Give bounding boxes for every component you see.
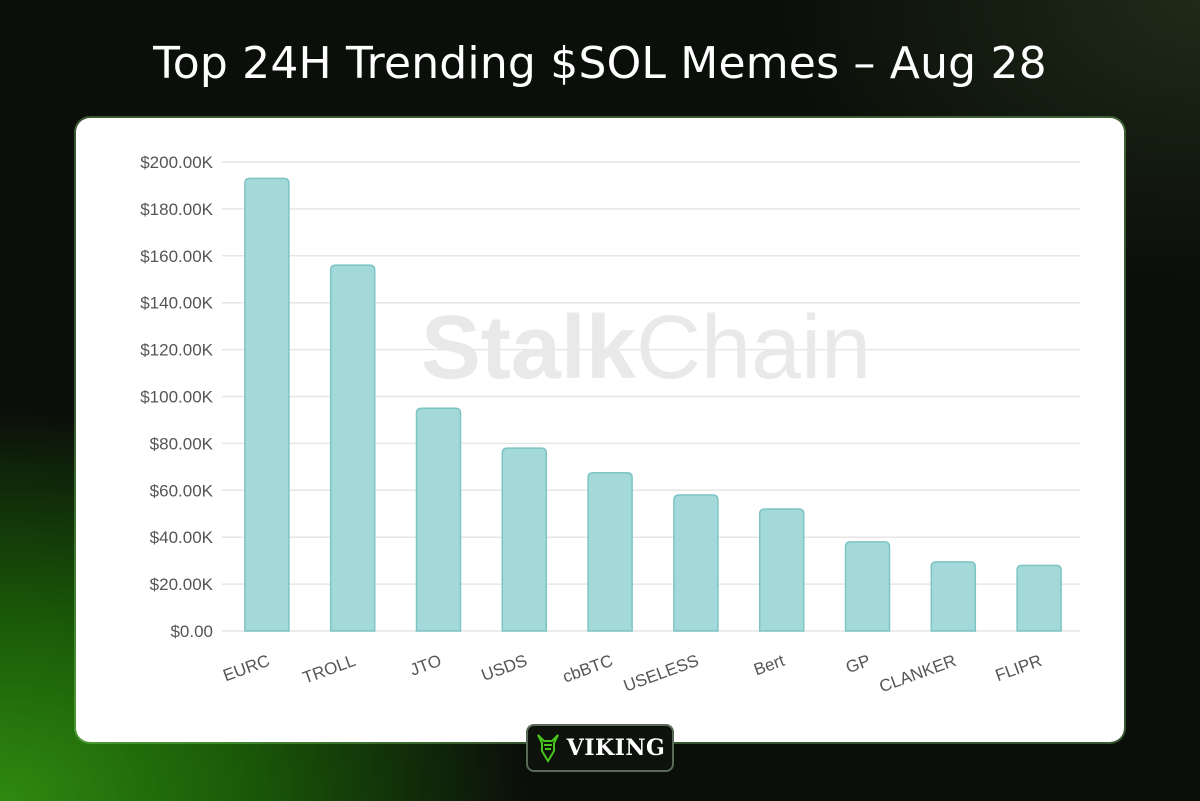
y-tick-label: $20.00K [150,575,214,594]
viking-helmet-icon [536,734,559,763]
viking-badge: VIKING [526,724,674,772]
x-tick-label: FLIPR [993,651,1045,685]
x-tick-label: Bert [751,651,787,680]
bar-bert [758,508,805,632]
y-tick-label: $100.00K [140,388,213,407]
bar-eurc [244,177,290,632]
y-tick-label: $140.00K [140,294,213,313]
watermark: StalkChain [421,298,871,398]
badge-label: VIKING [566,735,666,761]
x-tick-label: TROLL [300,651,358,688]
x-tick-label: EURC [221,651,273,685]
watermark-bold: Stalk [421,298,637,398]
y-tick-label: $160.00K [140,247,213,266]
bar-jto [415,407,462,632]
bar-usds [501,447,548,632]
chart-card: StalkChain $0.00 $20.00K $40.00K $60.00K $80… [76,118,1124,742]
bar-troll [329,264,376,632]
y-tick-label: $120.00K [140,341,213,360]
bar-useless [673,494,719,632]
y-tick-label: $0.00 [170,622,213,641]
bar-chart: StalkChain $0.00 $20.00K $40.00K $60.00K $80… [140,153,1080,696]
y-tick-label: $180.00K [140,200,213,219]
bar-flipr [1016,564,1062,632]
bar-gp [844,541,891,632]
x-tick-label: GP [843,651,873,677]
y-tick-label: $40.00K [150,528,214,547]
x-tick-label: JTO [407,651,443,680]
bar-cbbtc [587,471,633,632]
y-tick-label: $60.00K [150,481,214,500]
x-tick-label: USDS [479,651,530,685]
x-tick-label: CLANKER [877,651,959,696]
watermark-light: Chain [636,298,871,398]
x-tick-label: cbBTC [560,651,615,687]
chart-title: Top 24H Trending $SOL Memes – Aug 28 [153,38,1047,89]
y-tick-label: $80.00K [150,434,214,453]
bar-clanker [930,561,977,632]
y-tick-label: $200.00K [140,153,213,172]
x-tick-label: USELESS [621,651,701,696]
